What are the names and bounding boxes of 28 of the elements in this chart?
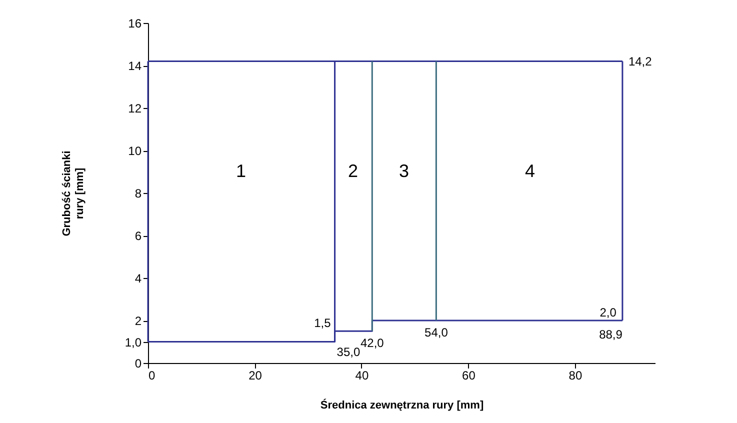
y-tick-label: 14 — [128, 59, 142, 73]
annotation: 1,5 — [314, 316, 332, 330]
annotation: 35,0 — [336, 344, 360, 359]
y-tick-label: 4 — [134, 272, 142, 286]
y-tick-label: 6 — [134, 229, 142, 243]
annotation: 42,0 — [360, 336, 384, 350]
annotation: 3 — [398, 161, 410, 181]
annotation: 88,9 — [599, 328, 623, 342]
annotation: 2,0 — [600, 306, 617, 320]
y-tick-label: 10 — [128, 144, 142, 158]
x-tick-label: 60 — [462, 368, 476, 382]
annotation: 1 — [236, 161, 246, 181]
y-tick-label: 2 — [134, 314, 142, 328]
x-tick-label: 80 — [568, 368, 582, 382]
y-tick-label: 1,0 — [124, 335, 142, 350]
y-tick-label: 16 — [128, 16, 142, 30]
x-tick-label: 0 — [148, 368, 156, 382]
y-tick-label: 12 — [128, 102, 142, 116]
x-tick-label: 20 — [248, 368, 262, 382]
y-tick-label: 0 — [134, 356, 142, 370]
x-axis-title: Średnica zewnętrzna rury [mm] — [320, 398, 484, 412]
annotation: 54,0 — [424, 326, 448, 340]
annotation: 4 — [524, 161, 536, 181]
x-tick-label: 40 — [355, 368, 369, 382]
annotation: 14,2 — [628, 54, 652, 68]
y-axis-title: Grubość ścianki rury [mm] — [60, 150, 86, 236]
annotation: 2 — [348, 161, 358, 181]
y-tick-label: 8 — [134, 186, 142, 200]
